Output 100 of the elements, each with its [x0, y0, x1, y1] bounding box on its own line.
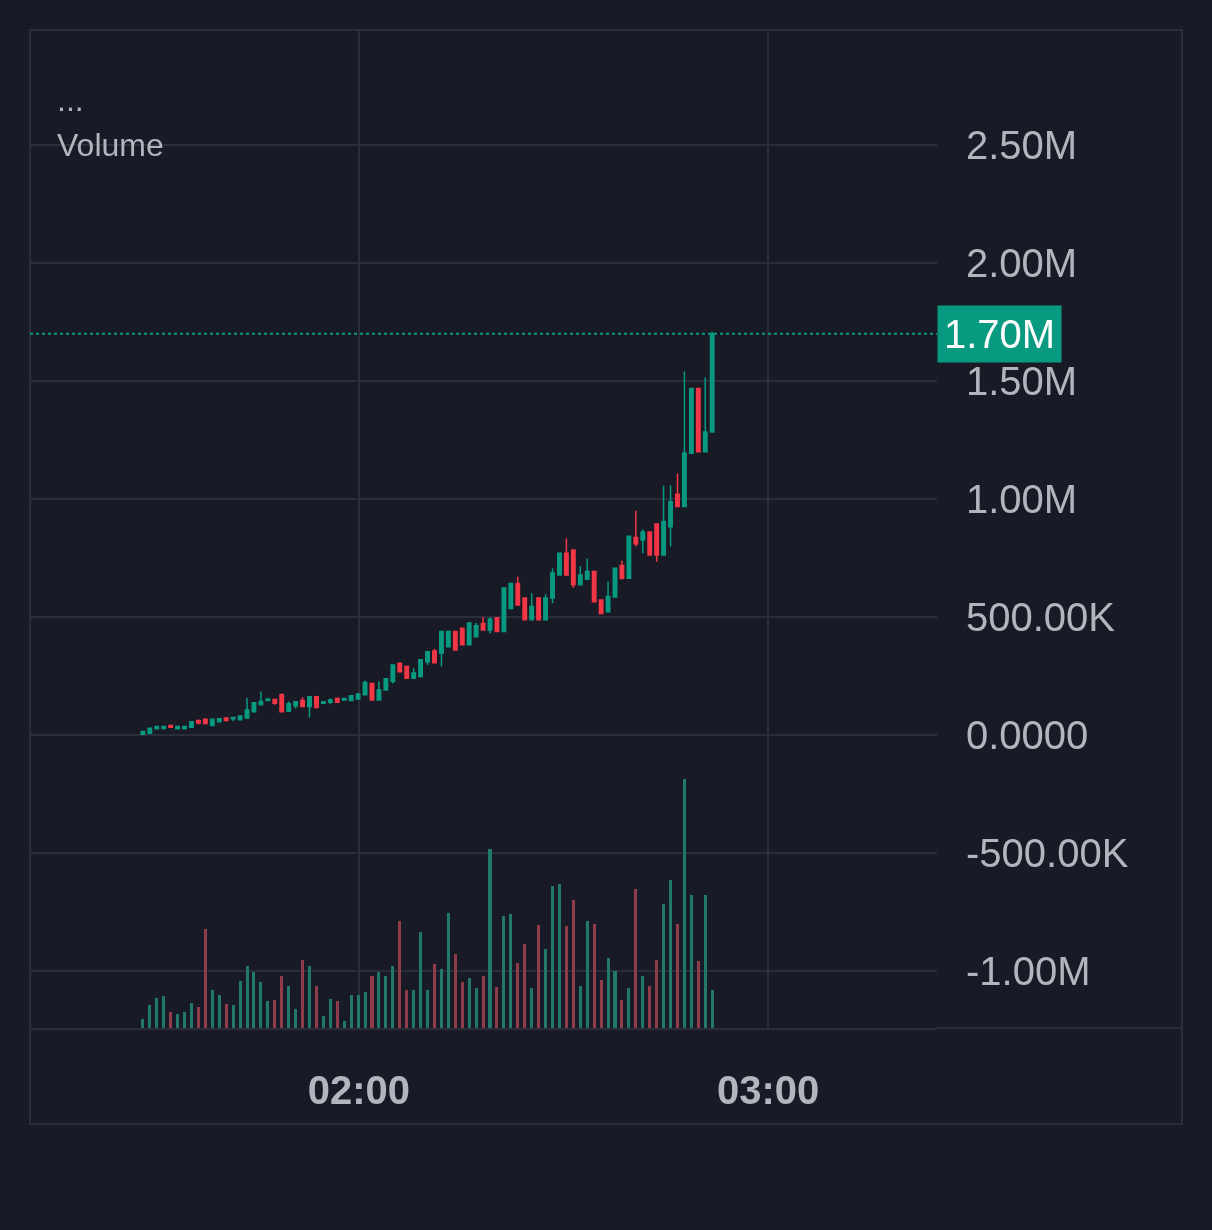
- y-tick-label: 500.00K: [966, 594, 1116, 639]
- bar: [579, 986, 582, 1028]
- bar: [280, 976, 283, 1028]
- candlestick: [362, 679, 368, 696]
- candlestick: [695, 387, 701, 453]
- bar: [551, 886, 554, 1028]
- bar: [301, 960, 304, 1028]
- bar: [454, 954, 457, 1028]
- candlestick: [244, 697, 250, 719]
- candlestick: [307, 695, 312, 719]
- candlestick: [230, 716, 236, 722]
- candlestick: [550, 567, 555, 604]
- candlestick: [320, 701, 326, 705]
- bar: [572, 900, 575, 1028]
- candlestick: [501, 587, 507, 633]
- bar: [322, 1016, 325, 1028]
- candlestick: [432, 648, 437, 664]
- bar: [398, 921, 401, 1028]
- bar: [405, 990, 408, 1028]
- candlestick: [702, 376, 708, 453]
- bar: [273, 1000, 276, 1028]
- bar: [294, 1009, 297, 1028]
- bar: [336, 1001, 339, 1028]
- candlestick: [286, 700, 292, 713]
- bar: [239, 981, 242, 1028]
- candlestick: [536, 597, 542, 621]
- bar: [259, 982, 262, 1028]
- bar: [697, 961, 700, 1028]
- candlestick: [209, 718, 215, 727]
- bar: [683, 779, 686, 1028]
- bar: [246, 966, 249, 1028]
- candlestick: [272, 698, 278, 706]
- candlestick: [529, 592, 535, 621]
- y-tick-label: -500.00K: [966, 830, 1129, 875]
- ref-line-label: 1.70M: [944, 312, 1056, 356]
- candlestick: [563, 537, 569, 576]
- candlestick: [383, 677, 389, 691]
- bar: [676, 924, 679, 1028]
- candlestick: [223, 717, 229, 723]
- candlestick: [473, 622, 479, 638]
- candlestick: [258, 690, 264, 706]
- bar: [488, 849, 492, 1028]
- bar: [169, 1012, 172, 1028]
- candlestick: [675, 472, 680, 508]
- bar: [391, 966, 394, 1028]
- candlestick: [654, 523, 660, 563]
- candlestick: [466, 622, 472, 646]
- candlestick: [522, 597, 528, 621]
- candlestick: [237, 715, 243, 721]
- candlestick: [688, 387, 694, 454]
- candlestick: [570, 549, 576, 589]
- bar: [329, 999, 332, 1028]
- candlestick: [140, 730, 146, 736]
- bar: [308, 966, 311, 1028]
- candlestick: [147, 727, 153, 734]
- candlestick: [605, 580, 611, 613]
- candlestick: [626, 535, 632, 579]
- bar: [634, 889, 637, 1028]
- candlestick: [327, 697, 333, 705]
- candlestick: [216, 718, 222, 723]
- candlestick: [154, 725, 160, 730]
- bar: [315, 986, 318, 1028]
- bar: [565, 926, 568, 1028]
- candlestick: [591, 570, 597, 603]
- bar: [218, 995, 221, 1028]
- y-tick-label: 2.50M: [966, 122, 1078, 167]
- candlestick: [404, 665, 410, 680]
- bar: [190, 1003, 193, 1028]
- candlestick: [445, 629, 451, 648]
- bar: [225, 1004, 228, 1028]
- bar: [412, 990, 415, 1028]
- bar: [655, 960, 658, 1028]
- bar: [523, 944, 526, 1028]
- bar: [433, 964, 436, 1028]
- bar: [162, 996, 165, 1028]
- candlestick: [668, 484, 673, 548]
- candlestick: [452, 630, 458, 651]
- candlestick: [681, 370, 687, 508]
- bar: [544, 949, 547, 1028]
- bar: [148, 1005, 151, 1028]
- candlestick: [661, 484, 667, 556]
- candlestick: [515, 576, 521, 606]
- bar: [475, 988, 478, 1028]
- candlestick: [341, 697, 347, 701]
- candlestick: [189, 720, 194, 729]
- bar: [370, 976, 374, 1028]
- chart-title: Volume: [57, 127, 164, 163]
- candlestick: [355, 692, 361, 700]
- bar: [690, 895, 693, 1028]
- bar: [343, 1021, 346, 1028]
- y-tick-label: 2.00M: [966, 240, 1078, 285]
- candlestick: [577, 565, 583, 586]
- candlestick: [300, 696, 305, 708]
- candlestick: [411, 667, 417, 680]
- bar: [426, 990, 429, 1028]
- bar: [662, 904, 665, 1028]
- candlestick: [293, 701, 299, 710]
- candlestick: [598, 599, 604, 615]
- candlestick: [376, 680, 382, 701]
- y-tick-label: -1.00M: [966, 948, 1091, 993]
